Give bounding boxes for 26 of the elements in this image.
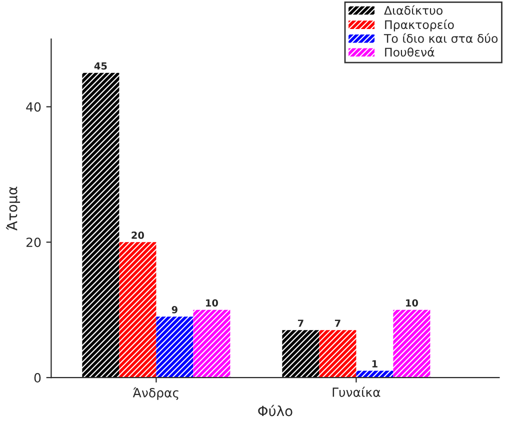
bar [82, 72, 120, 378]
y-tick-label: 40 [26, 102, 41, 112]
x-tick-label: Άνδρας [132, 387, 178, 400]
data-label: 1 [372, 360, 378, 368]
data-label: 10 [406, 299, 418, 307]
legend-label: Πουθενά [385, 47, 434, 57]
bar [319, 330, 356, 378]
data-label: 10 [206, 299, 218, 307]
bar [393, 310, 430, 378]
data-label: 20 [132, 232, 144, 239]
legend-label: Πρακτορείο [385, 20, 454, 32]
y-axis-title: Άτομα [6, 186, 20, 230]
data-label: 7 [334, 320, 340, 327]
bar [193, 310, 230, 378]
legend-label: Το ίδιο και στα δύο [384, 33, 498, 43]
legend-label: Διαδίκτυο [384, 5, 442, 15]
x-axis-title: Φύλο [258, 404, 292, 416]
y-tick-label: 20 [26, 238, 41, 248]
y-tick-label: 0 [34, 373, 41, 383]
data-label: 45 [94, 62, 107, 70]
bar [282, 330, 320, 378]
data-label: 9 [172, 306, 178, 314]
data-label: 7 [298, 320, 304, 327]
bar [156, 316, 194, 378]
x-tick-label: Γυναίκα [332, 386, 380, 397]
bar [119, 242, 156, 378]
